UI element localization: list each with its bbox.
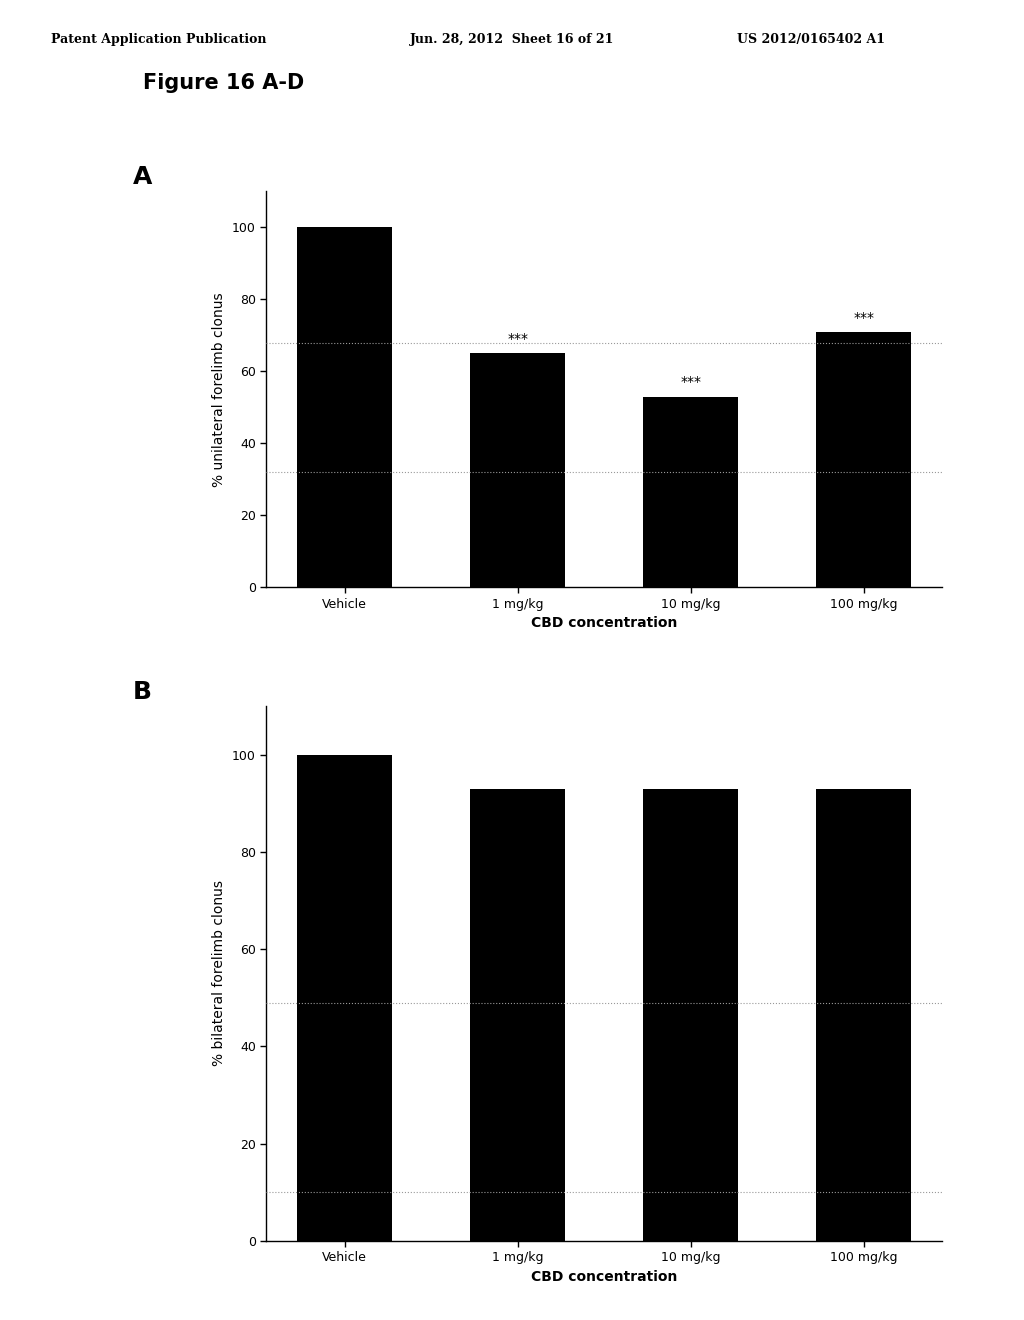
Y-axis label: % unilateral forelimb clonus: % unilateral forelimb clonus: [212, 292, 226, 487]
Text: Patent Application Publication: Patent Application Publication: [51, 33, 266, 46]
Bar: [470, 354, 565, 587]
Text: Figure 16 A-D: Figure 16 A-D: [143, 73, 304, 92]
Bar: [643, 396, 738, 587]
Bar: [470, 789, 565, 1241]
Bar: [816, 789, 911, 1241]
Text: Jun. 28, 2012  Sheet 16 of 21: Jun. 28, 2012 Sheet 16 of 21: [410, 33, 614, 46]
Bar: [297, 227, 392, 587]
Text: ***: ***: [680, 375, 701, 389]
X-axis label: CBD concentration: CBD concentration: [531, 1270, 677, 1284]
Bar: [297, 755, 392, 1241]
Text: ***: ***: [853, 310, 874, 325]
Y-axis label: % bilateral forelimb clonus: % bilateral forelimb clonus: [212, 880, 226, 1067]
Bar: [643, 789, 738, 1241]
Text: A: A: [133, 165, 153, 189]
X-axis label: CBD concentration: CBD concentration: [531, 616, 677, 631]
Bar: [816, 331, 911, 587]
Text: ***: ***: [507, 333, 528, 346]
Text: B: B: [133, 680, 153, 704]
Text: US 2012/0165402 A1: US 2012/0165402 A1: [737, 33, 886, 46]
